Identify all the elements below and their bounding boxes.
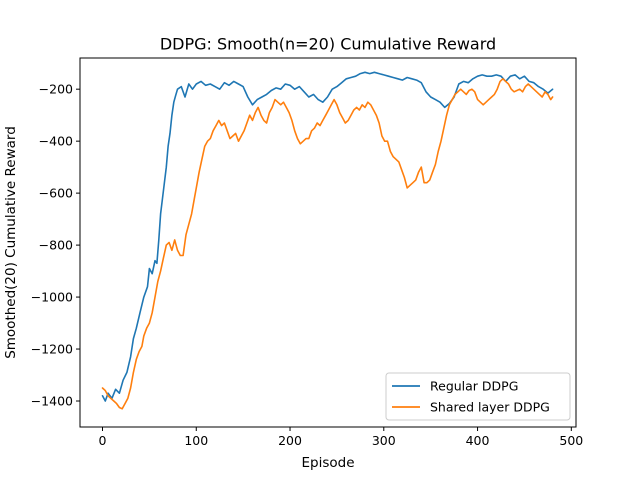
x-axis: 0 100 200 300 400 500	[99, 427, 583, 448]
y-tick-label: −1000	[31, 290, 73, 305]
x-tick-label: 300	[372, 433, 396, 448]
chart-title: DDPG: Smooth(n=20) Cumulative Reward	[160, 35, 496, 54]
y-tick-label: −200	[39, 82, 73, 97]
y-axis-label: Smoothed(20) Cumulative Reward	[3, 126, 19, 359]
series-layer	[101, 71, 554, 410]
x-tick-label: 0	[99, 433, 107, 448]
plot-frame	[79, 57, 577, 428]
x-axis-label: Episode	[301, 455, 354, 471]
legend-label-1: Regular DDPG	[430, 379, 518, 394]
y-tick-label: −1400	[31, 394, 73, 409]
y-axis: −1400 −1200 −1000 −800 −600 −400 −200	[31, 82, 80, 409]
x-tick-label: 100	[184, 433, 208, 448]
x-tick-label: 500	[559, 433, 583, 448]
plot-area	[79, 57, 577, 428]
y-tick-label: −800	[39, 238, 73, 253]
x-tick-label: 400	[466, 433, 490, 448]
y-tick-label: −400	[39, 134, 73, 149]
x-tick-label: 200	[278, 433, 302, 448]
legend-label-2: Shared layer DDPG	[430, 400, 550, 415]
plot-background	[80, 58, 576, 427]
legend: Regular DDPG Shared layer DDPG	[385, 372, 571, 421]
legend-box	[385, 372, 571, 421]
series-line-2	[101, 78, 554, 410]
y-tick-label: −600	[39, 186, 73, 201]
y-tick-label: −1200	[31, 342, 73, 357]
series-line-1	[101, 71, 554, 402]
